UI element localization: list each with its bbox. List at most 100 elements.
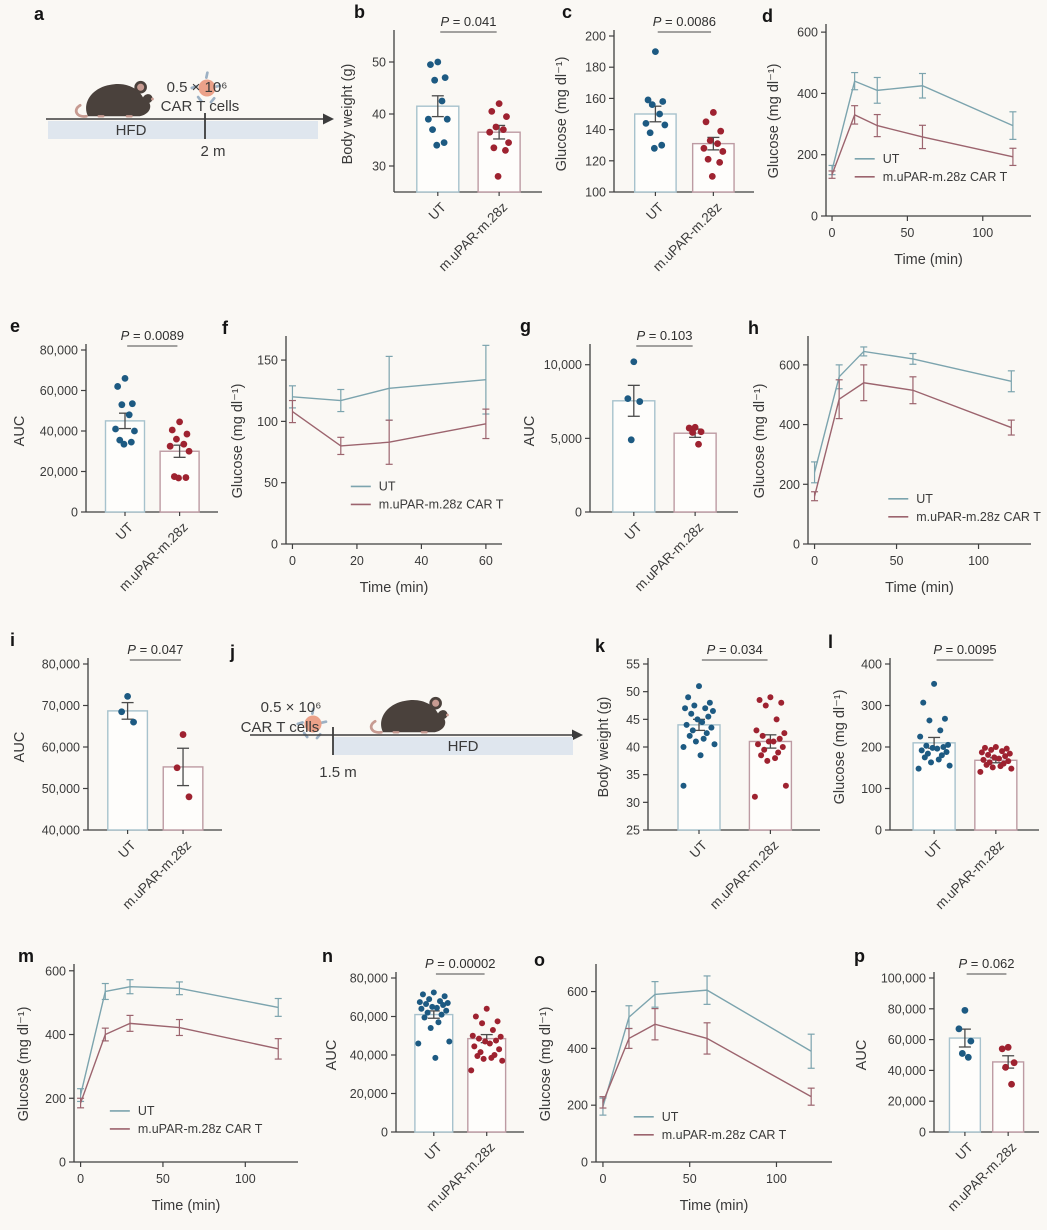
series-car-t xyxy=(828,105,1017,179)
data-point xyxy=(989,764,996,771)
data-point xyxy=(124,692,131,700)
y-tick-label: 400 xyxy=(797,87,818,101)
data-point xyxy=(418,1005,425,1012)
y-tick-label: 20,000 xyxy=(350,1087,388,1101)
data-point xyxy=(430,989,437,996)
timeline-arrow xyxy=(572,729,583,741)
data-point xyxy=(997,763,1004,770)
data-point xyxy=(429,126,436,133)
data-point xyxy=(770,738,777,745)
y-tick-label: 50 xyxy=(264,476,278,490)
data-point xyxy=(630,358,638,366)
mouse-icon xyxy=(369,695,451,736)
data-point xyxy=(697,752,704,759)
series-line xyxy=(292,411,487,447)
data-point xyxy=(689,429,696,436)
y-tick-label: 200 xyxy=(861,741,882,755)
chart-h: 0 200 400 600 0 50 100 Glucose (mg dl⁻¹) Time (m… xyxy=(752,336,1041,596)
data-point xyxy=(700,144,708,152)
data-point xyxy=(983,761,990,768)
data-point xyxy=(443,1007,450,1014)
data-point xyxy=(627,436,635,444)
data-point xyxy=(714,140,721,148)
y-tick-label: 40,000 xyxy=(40,425,78,439)
panel-letter: m xyxy=(18,946,35,966)
data-point xyxy=(636,398,644,405)
y-tick-label: 120 xyxy=(585,154,606,168)
data-point xyxy=(928,759,934,766)
x-tick-label: 60 xyxy=(479,554,493,568)
data-point xyxy=(697,428,705,436)
y-tick-label: 45 xyxy=(626,713,640,727)
y-tick-label: 80,000 xyxy=(42,658,80,672)
hfd-label: HFD xyxy=(116,122,147,139)
y-tick-label: 0 xyxy=(575,506,582,520)
data-point xyxy=(644,96,652,104)
p-value: P = 0.103 xyxy=(636,328,692,343)
series-car-t xyxy=(811,364,1015,502)
series-car-t xyxy=(599,1008,815,1109)
series-line xyxy=(79,1022,279,1104)
data-point xyxy=(482,1038,489,1045)
legend-label: UT xyxy=(883,152,900,166)
data-point xyxy=(502,147,509,154)
data-point xyxy=(776,735,783,742)
data-point xyxy=(652,48,659,55)
data-point xyxy=(762,702,769,709)
data-point xyxy=(130,718,137,726)
panel-p: p 0 20,000 40,000 60,000 80,000 100,000 AUC UT m.… xyxy=(850,946,1047,1230)
data-point xyxy=(1004,1043,1012,1051)
panel-i: i 40,000 50,000 60,000 70,000 80,000 AUC UT m.uP… xyxy=(8,630,230,932)
hfd-band xyxy=(48,121,318,139)
data-point xyxy=(938,752,945,759)
dots-m.uPAR-m.28z xyxy=(685,423,705,448)
data-point xyxy=(778,699,785,706)
y-tick-label: 80,000 xyxy=(40,344,78,358)
panel-f: f 0 50 100 150 0 20 40 60 Glucose (mg dl⁻¹) Time (… xyxy=(222,318,518,610)
data-point xyxy=(946,762,953,769)
y-tick-label: 0 xyxy=(811,210,818,224)
data-point xyxy=(426,996,433,1003)
data-point xyxy=(116,436,124,444)
panel-h: h 0 200 400 600 0 50 100 Glucose (mg dl⁻¹) Time (… xyxy=(748,318,1047,610)
x-tick-label: 100 xyxy=(972,226,993,240)
data-point xyxy=(431,76,439,84)
data-point xyxy=(680,782,687,789)
panel-b: b 30 40 50 Body weight (g) UT m.uPAR-m.28z P = … xyxy=(336,2,550,294)
data-point xyxy=(440,1001,447,1008)
data-point xyxy=(706,699,713,706)
data-point xyxy=(429,1003,436,1010)
y-tick-label: 60,000 xyxy=(40,384,78,398)
y-tick-label: 100 xyxy=(861,782,882,796)
data-point xyxy=(719,148,727,155)
x-tick-label: 50 xyxy=(900,226,914,240)
y-tick-label: 50,000 xyxy=(42,782,80,796)
timepoint-label: 1.5 m xyxy=(319,764,357,781)
data-point xyxy=(488,1054,495,1061)
y-tick-label: 40,000 xyxy=(350,1049,388,1063)
y-tick-label: 20,000 xyxy=(888,1095,926,1109)
panel-n: n 0 20,000 40,000 60,000 80,000 AUC UT m.uPAR-m.… xyxy=(320,946,532,1230)
category-label: UT xyxy=(622,520,645,543)
panel-letter: k xyxy=(595,636,606,656)
y-tick-label: 40 xyxy=(626,741,640,755)
data-point xyxy=(438,1011,445,1018)
category-label: UT xyxy=(687,838,710,861)
data-point xyxy=(469,1032,476,1039)
y-tick-label: 100 xyxy=(585,186,606,200)
y-axis-label: Glucose (mg dl⁻¹) xyxy=(538,1007,554,1122)
series-line xyxy=(831,80,1014,171)
y-tick-label: 100,000 xyxy=(881,972,926,986)
data-point xyxy=(767,694,774,701)
data-point xyxy=(496,1046,503,1053)
x-tick-label: 100 xyxy=(968,554,989,568)
data-point xyxy=(173,764,181,772)
legend-label: UT xyxy=(138,1104,155,1118)
y-tick-label: 0 xyxy=(71,506,78,520)
p-value: P = 0.034 xyxy=(707,642,763,657)
data-point xyxy=(1010,1059,1018,1067)
y-axis-label: AUC xyxy=(854,1040,870,1071)
data-point xyxy=(920,699,927,706)
panel-letter: h xyxy=(748,318,759,338)
